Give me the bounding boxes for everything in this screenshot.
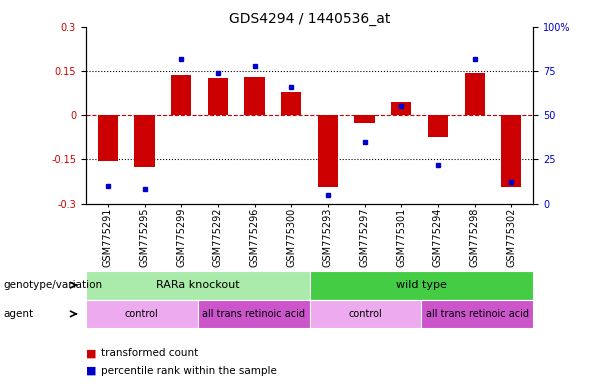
Text: percentile rank within the sample: percentile rank within the sample — [101, 366, 277, 376]
Text: all trans retinoic acid: all trans retinoic acid — [202, 309, 305, 319]
Text: all trans retinoic acid: all trans retinoic acid — [426, 309, 529, 319]
Bar — [465, 73, 485, 115]
Bar — [134, 115, 154, 167]
Text: ■: ■ — [86, 348, 96, 358]
Text: control: control — [349, 309, 383, 319]
Text: genotype/variation: genotype/variation — [3, 280, 102, 290]
Text: agent: agent — [3, 309, 33, 319]
Bar — [318, 115, 338, 187]
Text: RARa knockout: RARa knockout — [156, 280, 240, 290]
Text: transformed count: transformed count — [101, 348, 199, 358]
Text: control: control — [125, 309, 159, 319]
Bar — [391, 102, 411, 115]
Bar — [281, 92, 302, 115]
Text: ■: ■ — [86, 366, 96, 376]
Bar — [428, 115, 448, 137]
Bar — [501, 115, 522, 187]
Bar — [245, 77, 265, 115]
Bar — [171, 75, 191, 115]
Text: wild type: wild type — [396, 280, 447, 290]
Bar — [97, 115, 118, 161]
Bar — [208, 78, 228, 115]
Title: GDS4294 / 1440536_at: GDS4294 / 1440536_at — [229, 12, 390, 26]
Bar — [354, 115, 375, 122]
